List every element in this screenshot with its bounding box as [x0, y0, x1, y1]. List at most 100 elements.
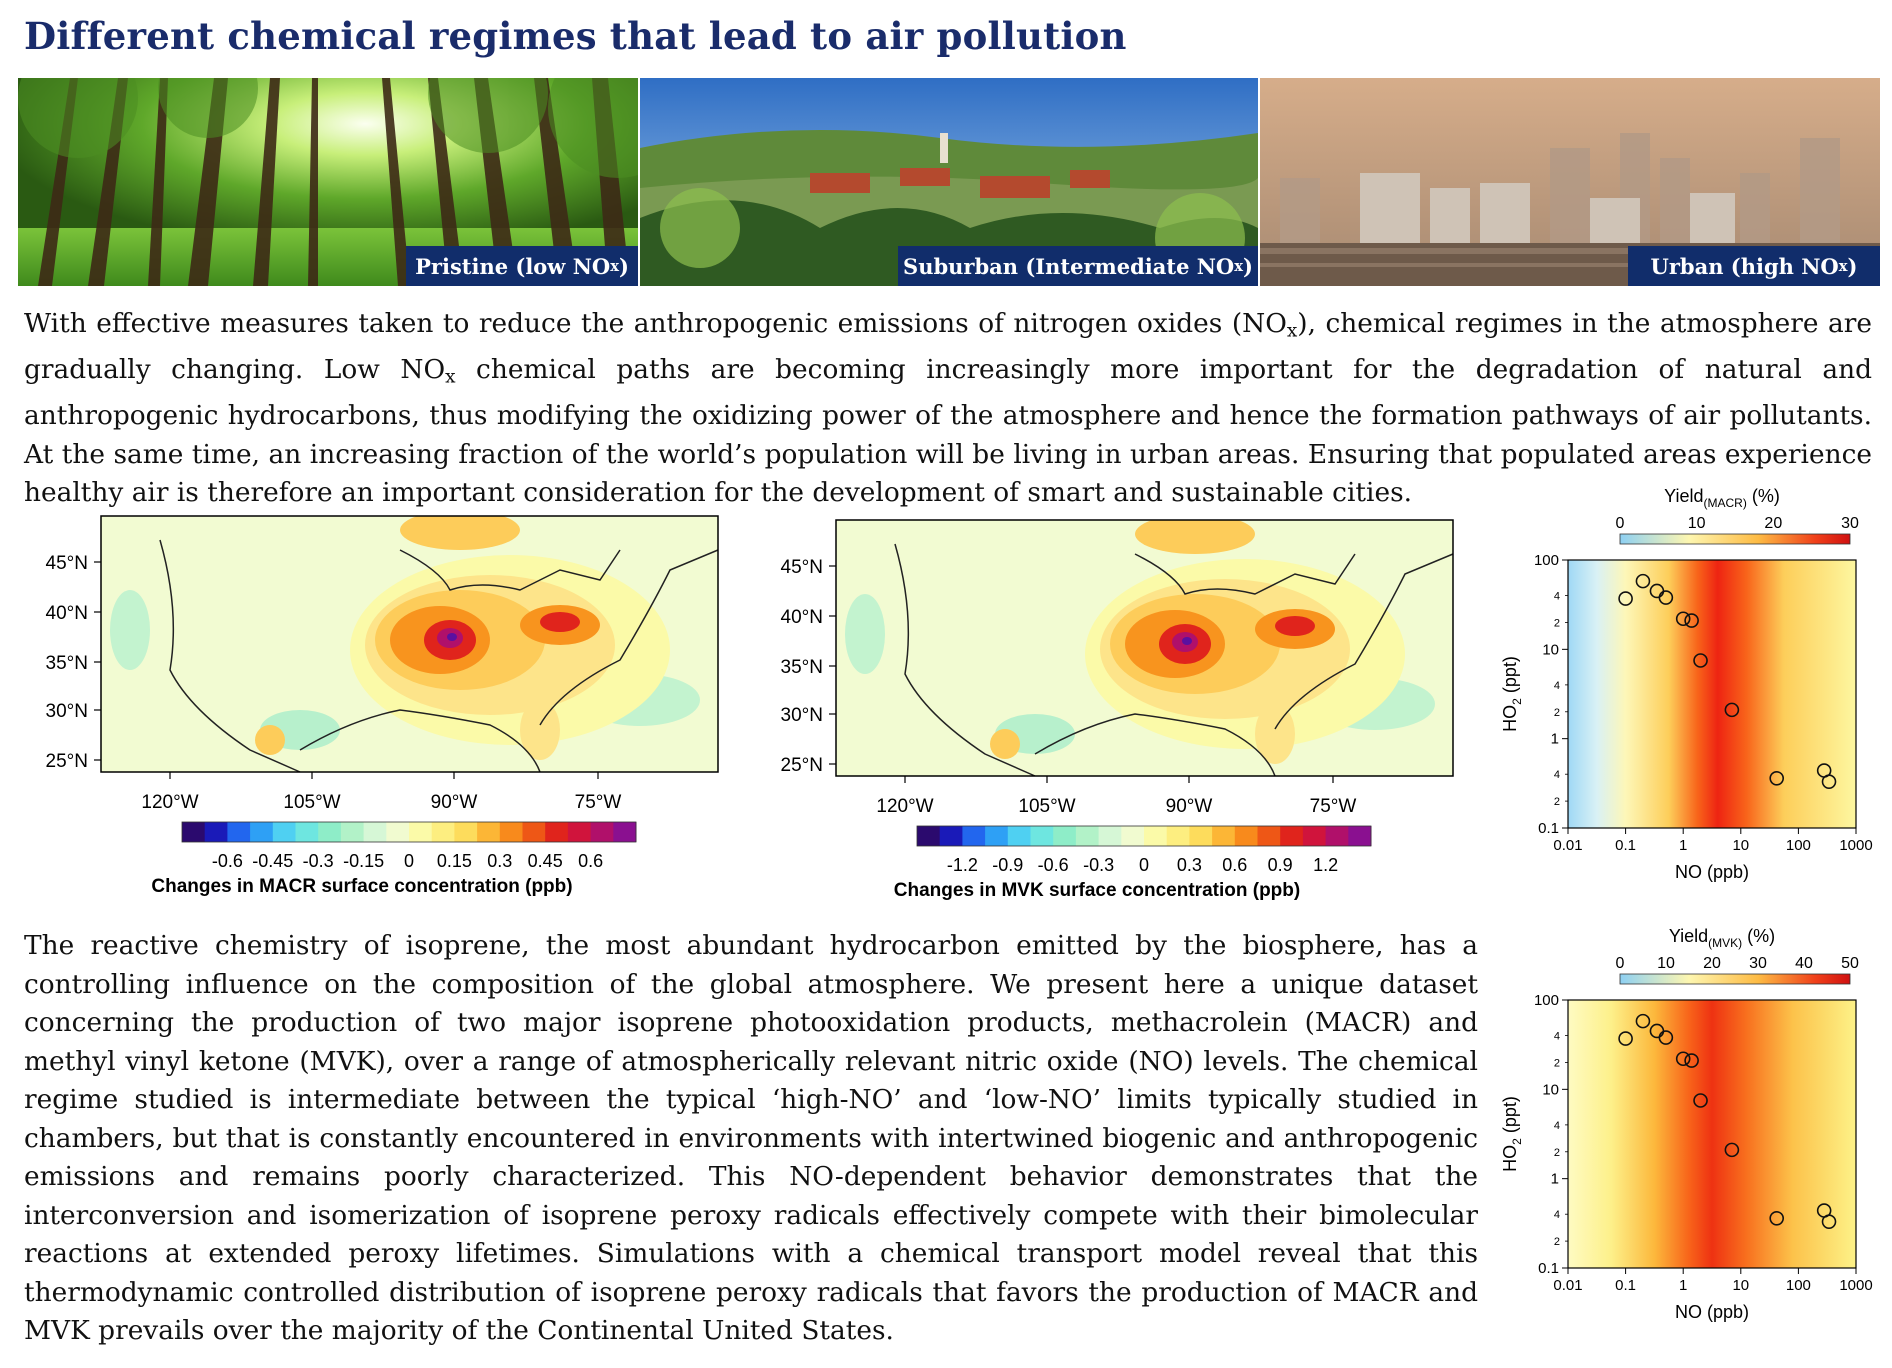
colorbar-swatch	[522, 822, 546, 842]
y-tick-label: 100	[1534, 992, 1559, 1009]
y-tick-label: 0.1	[1538, 1260, 1559, 1277]
concentration-field	[110, 516, 700, 760]
lon-label: 105°W	[283, 792, 340, 813]
y-tick-label: 10	[1542, 641, 1559, 658]
colorbar-tick-label: -0.3	[303, 851, 334, 871]
data-point	[1693, 1093, 1708, 1108]
y-minor-label: 4	[1554, 1209, 1560, 1221]
yield-colorbar	[1619, 533, 1851, 545]
lat-label: 45°N	[46, 553, 88, 574]
x-axis-label: NO (ppb)	[1675, 1302, 1749, 1322]
colorbar-swatch	[454, 822, 478, 842]
x-tick-label: 1	[1679, 1277, 1687, 1294]
x-tick-label: 0.1	[1615, 837, 1636, 854]
x-tick-label: 100	[1786, 1277, 1811, 1294]
lon-label: 120°W	[876, 796, 933, 817]
colorbar-swatch	[477, 822, 501, 842]
y-tick-label: 100	[1534, 552, 1559, 569]
y-tick-label: 1	[1551, 731, 1559, 748]
data-point	[1769, 771, 1784, 786]
colorbar-label: Changes in MVK surface concentration (pp…	[894, 880, 1300, 901]
colorbar-swatch	[340, 822, 365, 842]
data-point	[1618, 1031, 1633, 1046]
data-point	[1769, 1211, 1784, 1226]
coastline	[159, 539, 719, 773]
y-minor-label: 2	[1554, 796, 1560, 808]
x-tick-label: 1000	[1839, 1277, 1872, 1294]
mvk-yield-chart: Yield(MVK) (%)0 10 20 30 40 500.01 0.1 1 10 100 10…	[1500, 926, 1873, 1322]
y-minor-label: 4	[1554, 769, 1560, 781]
x-tick-label: 0.01	[1553, 1277, 1582, 1294]
lon-label: 90°W	[1166, 796, 1213, 817]
colorbar-tick-label: -0.6	[1038, 855, 1069, 875]
lon-label: 75°W	[1310, 796, 1357, 817]
data-point	[1724, 1142, 1740, 1158]
colorbar-swatch	[545, 822, 569, 842]
caption-suburban: Suburban (Intermediate NO x)	[898, 246, 1258, 286]
data-point	[1684, 1053, 1699, 1068]
data-point	[1658, 590, 1674, 605]
colorbar-swatch	[939, 826, 963, 846]
colorbar-swatch	[1075, 826, 1100, 846]
y-minor-label: 4	[1554, 1031, 1560, 1043]
lat-label: 45°N	[781, 557, 823, 578]
x-tick-label: 0.01	[1553, 837, 1582, 854]
colorbar-swatch	[962, 826, 986, 846]
colorbar-swatch	[1325, 826, 1349, 846]
x-tick-label: 100	[1786, 837, 1811, 854]
colorbar-tick-label: 0	[1616, 515, 1625, 532]
x-axis-label: NO (ppb)	[1675, 862, 1749, 882]
colorbar-tick-label: -0.3	[1083, 855, 1114, 875]
colorbar-swatch	[182, 822, 206, 842]
lat-label: 30°N	[781, 705, 823, 726]
colorbar-swatch	[1280, 826, 1304, 846]
data-point	[1693, 653, 1708, 668]
x-tick-label: 10	[1732, 837, 1749, 854]
colorbar-swatch	[1144, 826, 1168, 846]
y-minor-label: 4	[1554, 680, 1560, 692]
colorbar-tick-label: 20	[1764, 515, 1782, 532]
y-minor-label: 2	[1554, 1057, 1560, 1069]
lon-label: 105°W	[1018, 796, 1075, 817]
y-minor-label: 2	[1554, 1147, 1560, 1159]
data-point	[1821, 774, 1837, 789]
lat-label: 25°N	[46, 751, 88, 772]
colorbar-tick-label: 0.3	[1177, 855, 1202, 875]
photo-urban-smog: Urban (high NO x)	[1260, 78, 1880, 286]
lat-label: 25°N	[781, 755, 823, 776]
x-tick-label: 0.1	[1615, 1277, 1636, 1294]
yield-field	[1568, 1000, 1856, 1268]
coastline	[894, 543, 1454, 777]
x-tick-label: 1	[1679, 837, 1687, 854]
colorbar-swatch	[1257, 826, 1281, 846]
colorbar-swatch	[590, 822, 614, 842]
mvk-change-map: 45°N40°N35°N30°N25°N 120°W 105°W 90°W 75°W …	[781, 519, 1454, 901]
data-point	[1684, 613, 1699, 628]
colorbar-tick-label: 0.9	[1268, 855, 1293, 875]
colorbar-tick-label: -1.2	[947, 855, 978, 875]
colorbar-swatch	[917, 826, 941, 846]
lat-label: 30°N	[46, 701, 88, 722]
x-tick-label: 10	[1732, 1277, 1749, 1294]
colorbar-swatch	[613, 822, 637, 842]
colorbar-swatch	[567, 822, 592, 842]
photo-pristine-forest: Pristine (low NO x)	[18, 78, 638, 286]
chart-title: Yield(MVK) (%)	[1669, 926, 1775, 950]
colorbar-tick-label: 0.6	[1222, 855, 1247, 875]
caption-urban: Urban (high NO x)	[1628, 246, 1880, 286]
colorbar-swatch	[1030, 826, 1054, 846]
colorbar-tick-label: -0.15	[343, 851, 384, 871]
colorbar-tick-label: 0.15	[437, 851, 472, 871]
concentration-field	[845, 520, 1435, 764]
lat-label: 40°N	[781, 607, 823, 628]
data-point	[1675, 1051, 1691, 1067]
caption-pristine: Pristine (low NO x)	[406, 246, 638, 286]
intro-paragraph: With effective measures taken to reduce …	[24, 308, 1872, 509]
colorbar-swatch	[1053, 826, 1077, 846]
body-paragraph: The reactive chemistry of isoprene, the …	[24, 930, 1478, 1346]
y-minor-label: 2	[1554, 707, 1560, 719]
y-minor-label: 2	[1554, 617, 1560, 629]
yield-field	[1568, 560, 1856, 828]
colorbar-swatch	[985, 826, 1009, 846]
macr-change-map: 45°N40°N35°N30°N25°N 120°W 105°W 90°W 75°W …	[46, 515, 719, 897]
